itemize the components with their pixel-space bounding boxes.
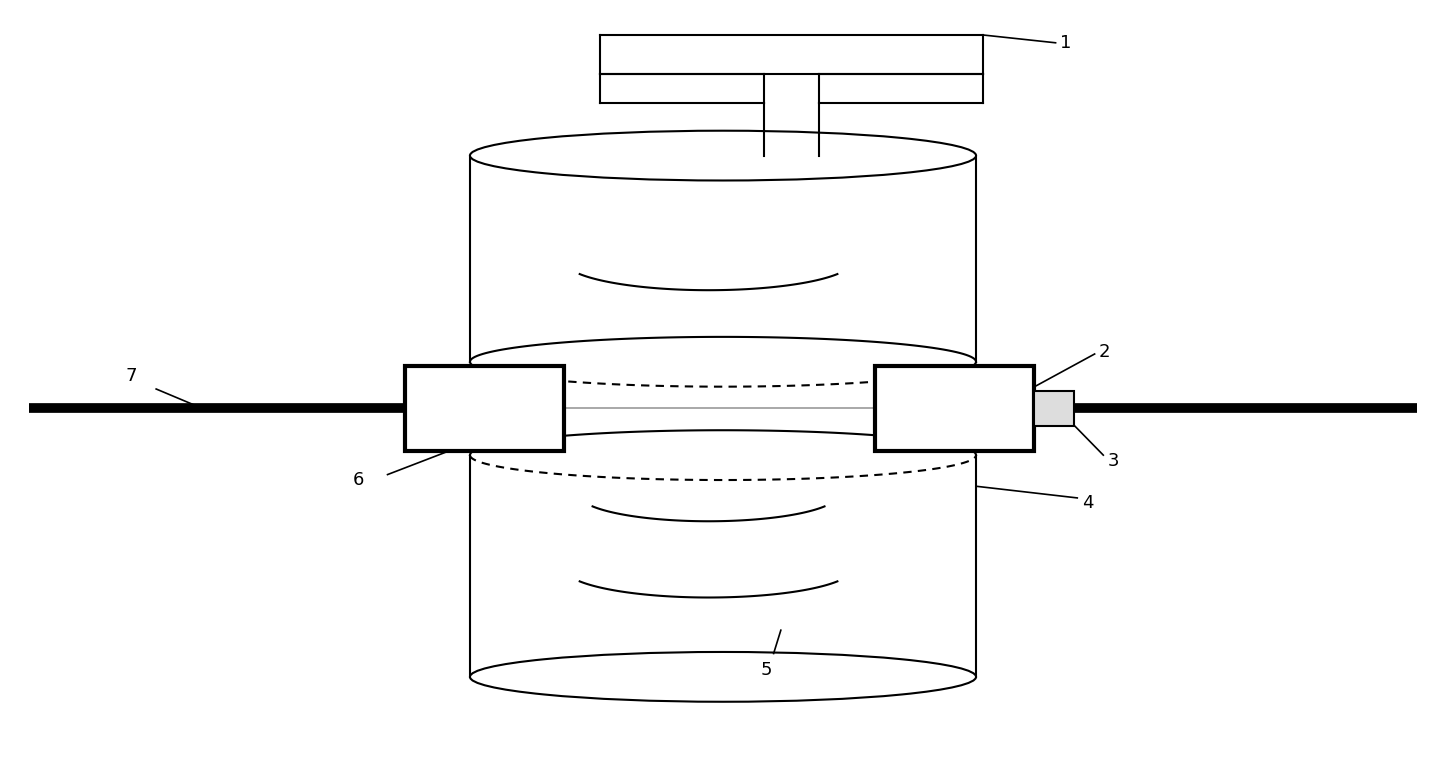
Text: 4: 4 <box>1082 494 1093 513</box>
Text: 1: 1 <box>1060 33 1071 52</box>
Ellipse shape <box>470 652 976 702</box>
Bar <box>1034 391 1074 426</box>
Text: 7: 7 <box>126 367 137 385</box>
Text: 2: 2 <box>1099 342 1111 361</box>
Text: 3: 3 <box>1108 451 1119 470</box>
Text: 6: 6 <box>353 471 364 489</box>
Ellipse shape <box>470 131 976 180</box>
Bar <box>875 366 1034 451</box>
Text: 5: 5 <box>761 661 772 679</box>
Bar <box>405 366 564 451</box>
